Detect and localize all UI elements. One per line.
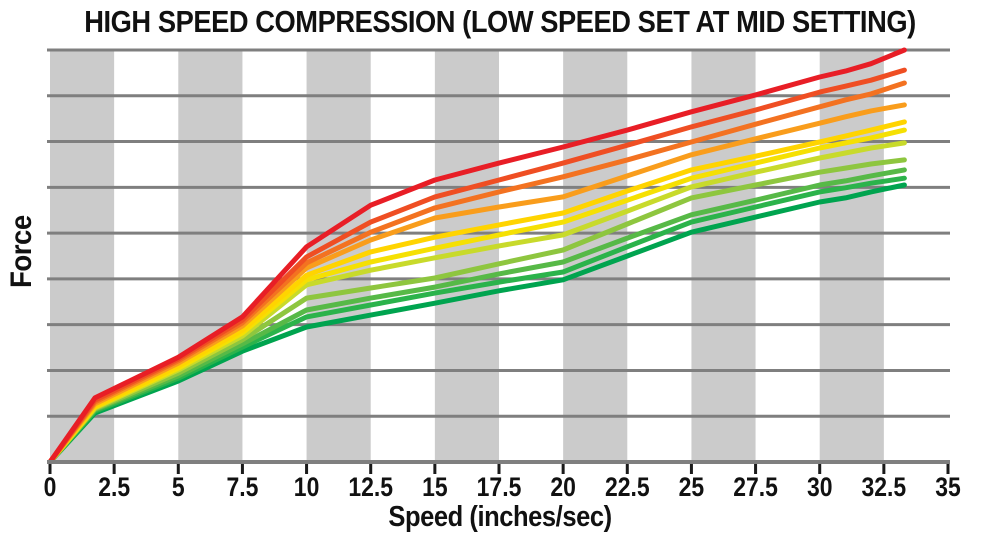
x-axis-tick: [176, 464, 180, 474]
x-axis-tick: [240, 464, 244, 474]
x-axis-tick: [882, 464, 886, 474]
series-line-dark-green: [47, 182, 907, 465]
x-axis-tick: [112, 464, 116, 474]
background-stripe: [178, 50, 243, 462]
x-tick-label: 30: [807, 472, 833, 502]
x-axis-tick: [754, 464, 758, 474]
x-tick-label: 12.5: [348, 472, 393, 502]
x-axis-tick: [689, 464, 693, 474]
x-tick-label: 32.5: [862, 472, 907, 502]
x-axis-tick: [305, 464, 309, 474]
x-axis-tick: [433, 464, 437, 474]
series-line-yellow: [47, 119, 907, 465]
x-axis-tick: [48, 464, 52, 474]
x-tick-label: 15: [422, 472, 448, 502]
chart-title: HIGH SPEED COMPRESSION (LOW SPEED SET AT…: [84, 4, 916, 39]
x-tick-label: 2.5: [98, 472, 130, 502]
series-line-red: [47, 47, 907, 465]
x-axis-tick: [818, 464, 822, 474]
x-tick-label: 35: [935, 472, 961, 502]
x-axis-tick: [369, 464, 373, 474]
x-tick-label: 10: [294, 472, 320, 502]
x-tick-label: 17.5: [477, 472, 522, 502]
x-tick-label: 22.5: [605, 472, 650, 502]
x-tick-label: 5: [172, 472, 185, 502]
x-tick-label: 7.5: [226, 472, 258, 502]
x-axis-tick: [497, 464, 501, 474]
series-line-green: [47, 167, 907, 465]
x-tick-label: 20: [550, 472, 576, 502]
x-axis-tick: [625, 464, 629, 474]
x-tick-label: 0: [44, 472, 57, 502]
x-tick-label: 27.5: [733, 472, 778, 502]
x-axis-label: Speed (inches/sec): [388, 501, 612, 533]
series-line-light-green: [47, 157, 907, 465]
x-axis-tick: [561, 464, 565, 474]
x-axis-tick: [946, 464, 950, 474]
x-tick-label: 25: [679, 472, 705, 502]
